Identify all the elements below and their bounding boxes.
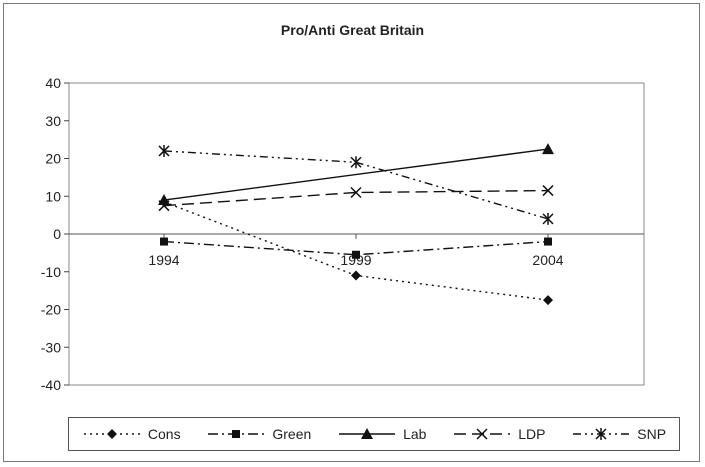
- legend-swatch: [454, 428, 511, 440]
- data-point: [158, 200, 170, 212]
- y-tick-label: -30: [41, 339, 61, 355]
- data-point: [352, 250, 360, 259]
- y-tick-label: 40: [45, 75, 61, 91]
- y-tick-label: 10: [45, 188, 61, 204]
- legend-swatch: [83, 429, 140, 439]
- data-point: [232, 430, 241, 438]
- data-point: [542, 212, 554, 225]
- data-point: [542, 185, 554, 197]
- data-point: [544, 237, 552, 246]
- x-tick-label: 1994: [148, 252, 179, 268]
- series-lab: [158, 143, 554, 206]
- legend-label: Lab: [403, 426, 427, 442]
- legend-item-ldp: LDP: [452, 426, 545, 442]
- series-snp: [158, 144, 554, 225]
- data-point: [543, 295, 553, 306]
- y-tick-label: -20: [41, 302, 61, 318]
- y-tick-label: 0: [53, 226, 61, 242]
- data-point: [542, 143, 554, 155]
- x-tick-label: 2004: [532, 252, 563, 268]
- data-point: [350, 156, 362, 169]
- legend-item-cons: Cons: [82, 426, 181, 442]
- data-point: [361, 428, 374, 439]
- legend-label: Green: [272, 426, 312, 442]
- y-tick-label: 20: [45, 151, 61, 167]
- series-line: [163, 240, 549, 256]
- series-green: [160, 237, 552, 259]
- x-tick-label: 1999: [340, 252, 371, 268]
- legend-item-lab: Lab: [337, 426, 426, 442]
- y-tick-label: -10: [41, 264, 61, 280]
- series-line: [163, 189, 549, 207]
- legend-item-green: Green: [206, 426, 311, 442]
- legend-swatch: [573, 428, 630, 440]
- data-point: [350, 186, 362, 199]
- y-tick-label: 30: [45, 113, 61, 129]
- chart-legend: Cons Green Lab LDP SNP: [68, 417, 680, 451]
- data-point: [595, 428, 607, 440]
- legend-label: Cons: [147, 426, 181, 442]
- legend-label: LDP: [518, 426, 546, 442]
- legend-item-snp: SNP: [571, 426, 666, 442]
- chart-title: Pro/Anti Great Britain: [280, 22, 425, 38]
- data-point: [158, 144, 170, 157]
- legend-swatch: [208, 430, 265, 438]
- data-point: [160, 237, 168, 246]
- legend-label: SNP: [637, 426, 667, 442]
- y-tick-label: -40: [41, 377, 61, 393]
- series-line: [163, 148, 549, 201]
- data-point: [476, 428, 488, 440]
- legend-swatch: [339, 428, 396, 439]
- data-point: [106, 429, 117, 439]
- data-point: [351, 270, 361, 281]
- series-ldp: [158, 185, 554, 212]
